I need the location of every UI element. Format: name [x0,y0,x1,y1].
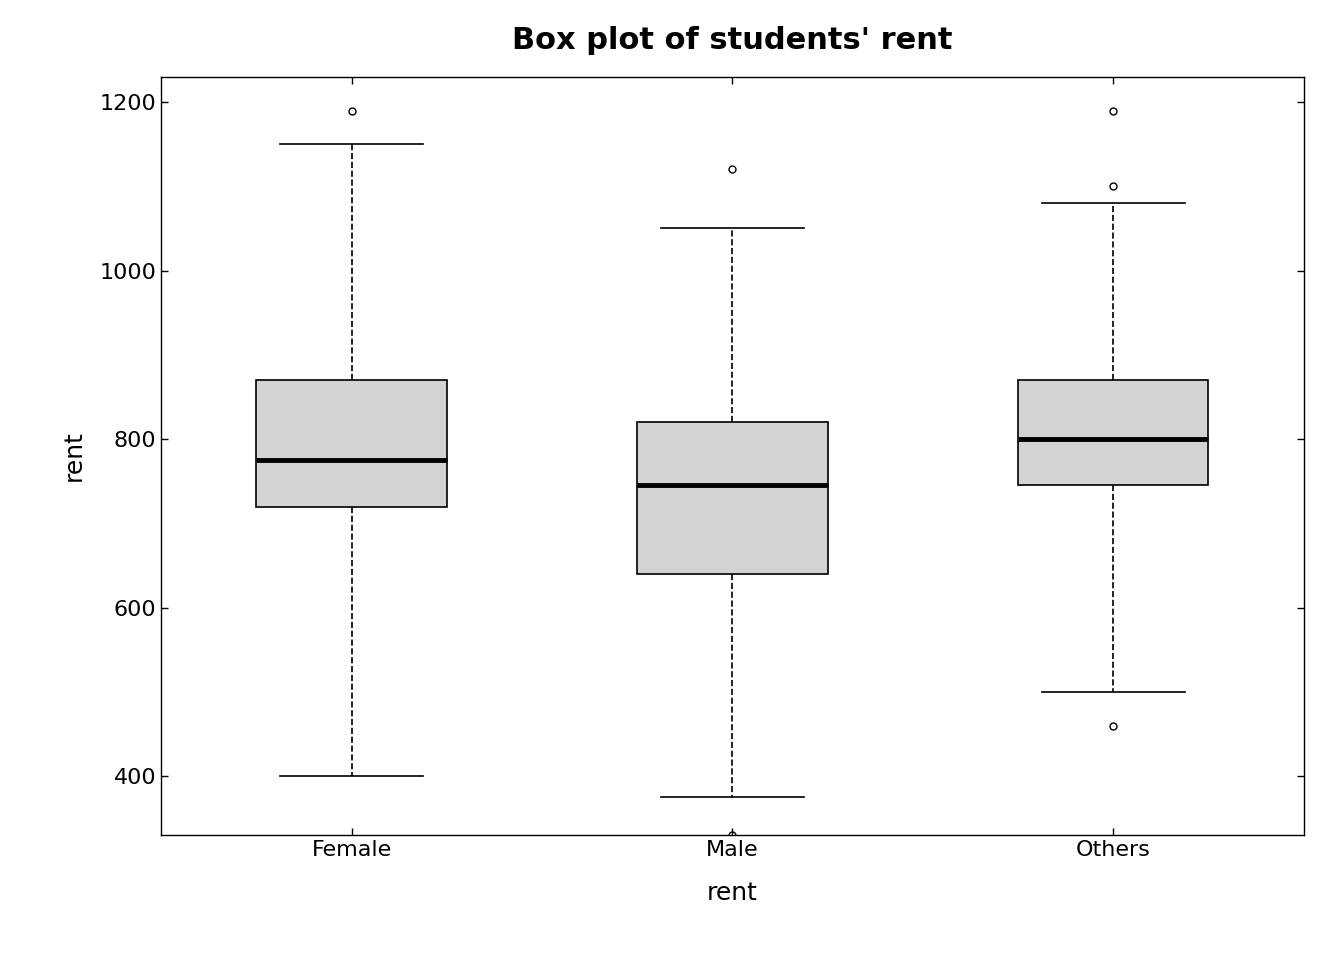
Title: Box plot of students' rent: Box plot of students' rent [512,26,953,55]
Bar [257,380,446,507]
Bar [637,422,828,574]
Y-axis label: rent: rent [62,431,86,481]
Bar [1019,380,1208,486]
X-axis label: rent: rent [707,881,758,905]
